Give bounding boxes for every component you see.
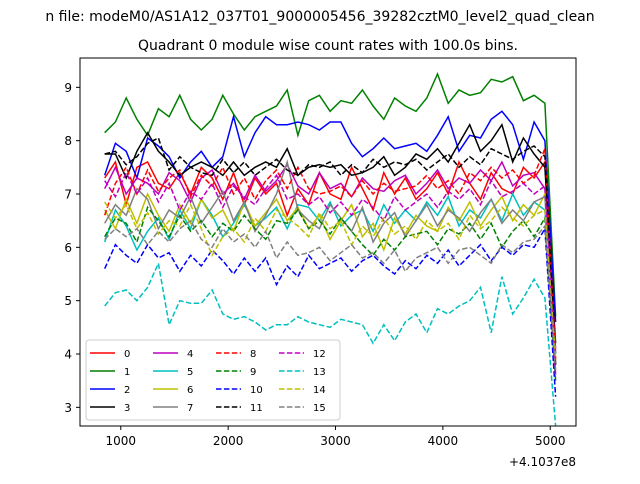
legend-label: 0	[124, 349, 130, 360]
series-line-1	[104, 72, 557, 317]
x-tick-label: 1000	[106, 434, 137, 448]
x-tick-label: 2000	[213, 434, 244, 448]
series-line-13	[104, 260, 557, 427]
legend-label: 13	[313, 367, 326, 378]
legend-label: 10	[250, 385, 263, 396]
axes-frame	[79, 57, 577, 427]
series-line-0	[104, 159, 557, 355]
x-axis: 1000 2000 3000 4000 5000	[106, 426, 566, 448]
x-tick-label: 4000	[428, 434, 459, 448]
plot-area	[103, 72, 557, 427]
legend-label: 1	[124, 367, 130, 378]
legend-label: 2	[124, 385, 130, 396]
legend-label: 9	[250, 367, 256, 378]
legend-label: 7	[187, 403, 193, 414]
legend-label: 14	[313, 385, 326, 396]
y-tick-label: 3	[64, 401, 72, 415]
series-line-3	[104, 122, 557, 344]
y-axis: 3 4 5 6 7 8 9	[64, 81, 80, 415]
series-line-11	[104, 136, 557, 365]
y-tick-label: 8	[64, 134, 72, 148]
x-offset-label: +4.1037e8	[509, 455, 576, 469]
y-tick-label: 9	[64, 81, 72, 95]
legend-label: 5	[187, 367, 193, 378]
legend-box	[85, 339, 341, 421]
legend-label: 12	[313, 349, 326, 360]
series-line-8	[103, 148, 557, 360]
series-line-10	[104, 226, 557, 397]
series-line-7	[104, 159, 557, 365]
legend-label: 11	[250, 403, 263, 414]
series-line-2	[103, 110, 557, 323]
legend-label: 6	[187, 385, 193, 396]
y-tick-label: 7	[64, 188, 72, 202]
series-line-9	[104, 205, 557, 381]
series-line-12	[104, 170, 557, 376]
series-line-15	[104, 219, 557, 371]
y-tick-label: 5	[64, 294, 72, 308]
chart-title: Quadrant 0 module wise count rates with …	[138, 38, 518, 54]
y-tick-label: 4	[64, 348, 72, 362]
legend-label: 4	[187, 349, 193, 360]
x-tick-label: 3000	[320, 434, 351, 448]
legend-label: 15	[313, 403, 326, 414]
x-tick-label: 5000	[535, 434, 566, 448]
legend-label: 3	[124, 403, 130, 414]
series-line-5	[103, 192, 557, 355]
series-line-4	[104, 160, 557, 349]
series-line-14	[104, 201, 557, 360]
y-tick-label: 6	[64, 241, 72, 255]
legend-label: 8	[250, 349, 256, 360]
series-line-6	[104, 191, 557, 360]
figure-suptitle: n file: modeM0/AS1A12_037T01_9000005456_…	[45, 9, 594, 25]
